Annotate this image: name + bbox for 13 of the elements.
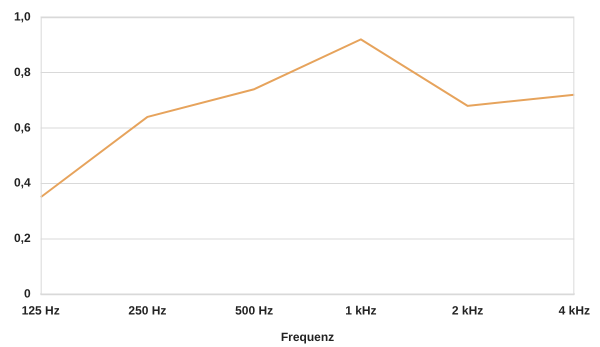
x-tick-label: 500 Hz <box>235 304 274 318</box>
x-tick-label: 2 kHz <box>452 304 484 318</box>
y-tick-label: 0,8 <box>14 64 31 79</box>
y-tick-label: 0,4 <box>14 176 31 190</box>
y-tick-label: 1,0 <box>14 10 31 24</box>
x-tick-label: 4 kHz <box>558 304 590 318</box>
y-tick-label: 0 <box>24 286 31 301</box>
y-tick-label: 0,6 <box>14 120 31 134</box>
x-tick-label: 125 Hz <box>22 304 60 318</box>
x-tick-label: 250 Hz <box>128 304 166 318</box>
x-tick-label: 1 kHz <box>345 304 377 318</box>
y-tick-label: 0,2 <box>14 231 31 246</box>
x-axis-title: Frequenz <box>280 330 334 344</box>
